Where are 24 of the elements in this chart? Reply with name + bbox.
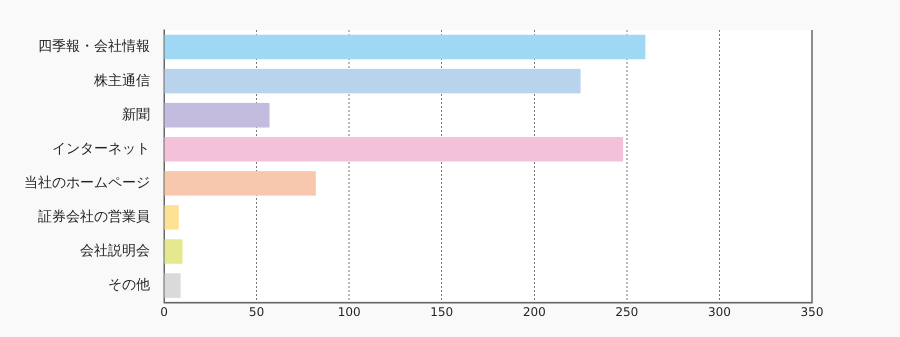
y-tick-label: 新聞	[122, 106, 150, 123]
bar	[164, 273, 181, 298]
x-tick-label: 350	[800, 304, 824, 319]
x-tick-label: 150	[430, 304, 454, 319]
x-tick-label: 50	[248, 304, 264, 319]
y-tick-label: その他	[108, 277, 150, 294]
bar	[164, 136, 624, 162]
y-tick-label: 証券会社の営業員	[38, 209, 150, 226]
y-tick-label: インターネット	[52, 140, 150, 157]
bar	[164, 34, 646, 60]
bar	[164, 102, 270, 128]
y-tick-label: 会社説明会	[80, 243, 150, 260]
y-tick-label: 四季報・会社情報	[38, 38, 150, 55]
bar	[164, 205, 179, 230]
bar	[164, 171, 316, 196]
bar	[164, 239, 183, 264]
y-tick-label: 株主通信	[93, 72, 150, 89]
x-tick-label: 200	[522, 304, 546, 319]
x-tick-label: 300	[708, 304, 731, 319]
y-tick-label: 当社のホームページ	[24, 174, 150, 191]
x-tick-label: 0	[160, 304, 168, 319]
x-tick-label: 250	[615, 304, 638, 319]
x-tick-label: 100	[338, 304, 361, 319]
bar	[164, 68, 581, 94]
